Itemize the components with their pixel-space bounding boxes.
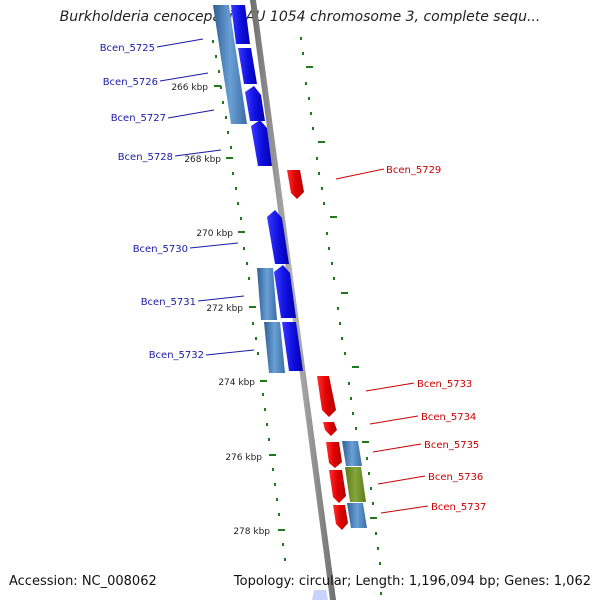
gene-label[interactable]: Bcen_5737 xyxy=(431,502,486,513)
major-ticks-right xyxy=(306,66,377,519)
map-title: Burkholderia cenocepacia AU 1054 chromos… xyxy=(59,9,541,25)
major-ticks xyxy=(214,85,285,531)
misc-feature[interactable] xyxy=(345,467,366,502)
gene-label[interactable]: Bcen_5732 xyxy=(149,350,204,361)
gene-bcen-5734[interactable] xyxy=(323,422,337,436)
forward-label-leaders xyxy=(156,38,255,356)
topology-text: Topology: circular; Length: 1,196,094 bp… xyxy=(233,574,591,589)
gene-bcen-5726[interactable] xyxy=(238,48,257,84)
gene-bcen-5732[interactable] xyxy=(282,322,303,371)
gene-bcen-5725[interactable] xyxy=(231,5,250,44)
accession-label: Accession: NC_008062 xyxy=(9,574,157,589)
gene-label[interactable]: Bcen_5726 xyxy=(103,77,158,88)
gene-bcen-5737[interactable] xyxy=(333,505,348,530)
cds-feature[interactable] xyxy=(342,441,362,466)
gene-label[interactable]: Bcen_5725 xyxy=(100,43,155,54)
gene-bcen-5729[interactable] xyxy=(287,170,304,199)
reverse-gene-track xyxy=(287,170,348,530)
scale-tick-label: 274 kbp xyxy=(218,378,255,388)
gene-bcen-5727[interactable] xyxy=(245,86,265,121)
cds-feature-track xyxy=(213,5,367,528)
left-tick-track xyxy=(212,40,286,561)
gene-label[interactable]: Bcen_5734 xyxy=(421,412,476,423)
scale-tick-label: 270 kbp xyxy=(196,229,233,239)
cds-feature[interactable] xyxy=(264,322,285,373)
forward-gene-track xyxy=(231,5,303,371)
gene-bcen-5735[interactable] xyxy=(326,442,342,468)
gene-label[interactable]: Bcen_5727 xyxy=(111,113,166,124)
cds-feature[interactable] xyxy=(213,5,247,124)
gene-label[interactable]: Bcen_5728 xyxy=(118,152,173,163)
scale-tick-label: 272 kbp xyxy=(206,304,243,314)
cds-feature[interactable] xyxy=(347,503,367,528)
scale-tick-label: 276 kbp xyxy=(225,453,262,463)
gene-label[interactable]: Bcen_5736 xyxy=(428,472,483,483)
scale-tick-label: 268 kbp xyxy=(184,155,221,165)
right-tick-track xyxy=(300,37,382,595)
position-marker[interactable] xyxy=(312,590,328,600)
gene-bcen-5730[interactable] xyxy=(267,210,289,264)
gene-label[interactable]: Bcen_5729 xyxy=(386,165,441,176)
gene-bcen-5728[interactable] xyxy=(251,120,272,166)
gene-label[interactable]: Bcen_5731 xyxy=(141,297,196,308)
gene-bcen-5733[interactable] xyxy=(317,376,336,417)
scale-tick-label: 278 kbp xyxy=(233,527,270,537)
reverse-label-leaders xyxy=(335,168,429,514)
gene-bcen-5731a[interactable] xyxy=(274,265,296,318)
scale-tick-label: 266 kbp xyxy=(171,83,208,93)
gene-bcen-5736[interactable] xyxy=(329,470,346,503)
gene-label[interactable]: Bcen_5730 xyxy=(133,244,188,255)
topology-summary: Topology: circular; Length: 1,196,094 bp… xyxy=(234,574,591,589)
gene-label[interactable]: Bcen_5735 xyxy=(424,440,479,451)
cds-feature[interactable] xyxy=(257,268,277,320)
gene-label[interactable]: Bcen_5733 xyxy=(417,379,472,390)
